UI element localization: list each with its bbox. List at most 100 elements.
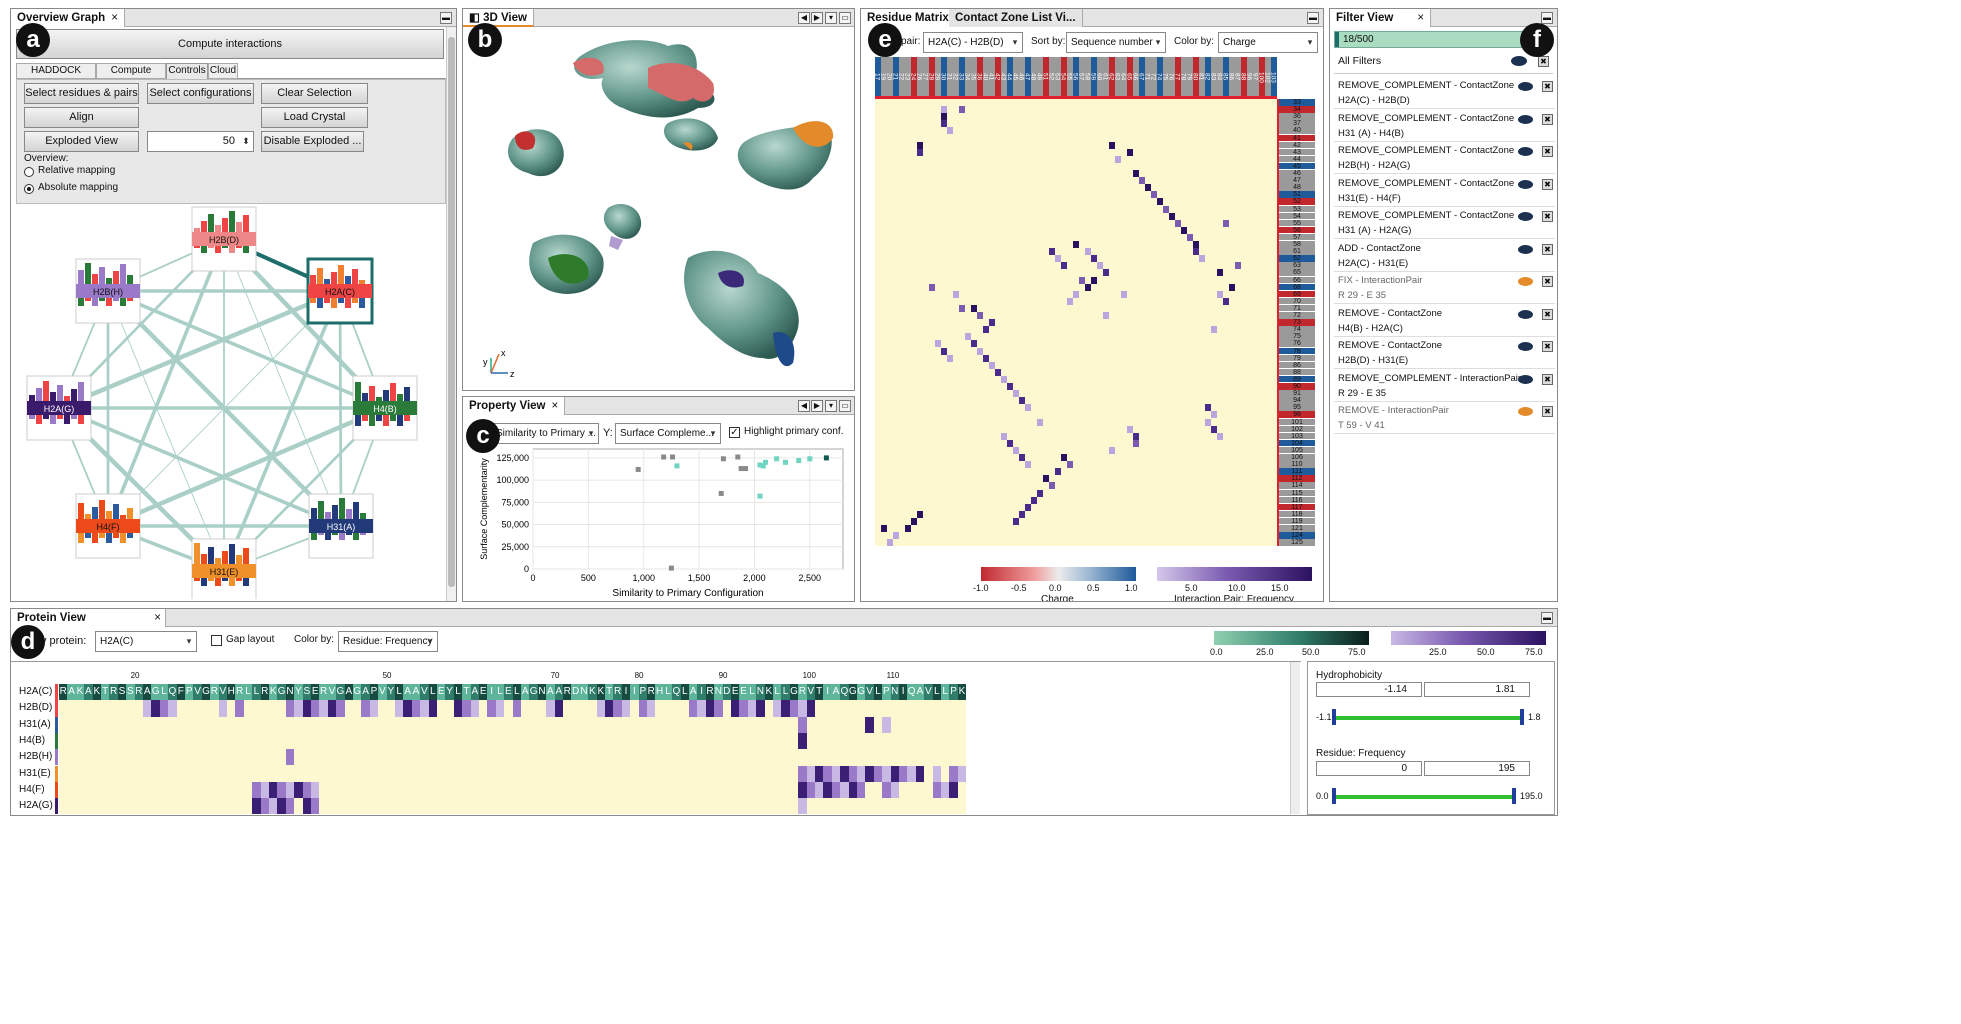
matrix-cell[interactable] (1205, 418, 1211, 426)
residue-interaction-cell[interactable] (857, 765, 866, 782)
matrix-row-header[interactable]: 52 (1279, 198, 1315, 205)
residue-interaction-cell[interactable] (882, 781, 891, 799)
matrix-cell[interactable] (1091, 276, 1097, 284)
residue-cell[interactable]: R (563, 684, 572, 701)
select-residues-button[interactable]: Select residues & pairs (24, 83, 139, 104)
matrix-column-header[interactable]: 86 (1229, 57, 1235, 97)
matrix-column-header[interactable]: 85 (1223, 57, 1229, 97)
scatter-point[interactable] (763, 459, 768, 465)
matrix-cell[interactable] (1061, 454, 1067, 462)
residue-cell[interactable]: R (613, 684, 622, 701)
matrix-column-header[interactable]: 44 (1007, 57, 1013, 97)
protein-structure-h2b[interactable] (573, 40, 715, 118)
residue-interaction-cell[interactable] (882, 716, 891, 733)
matrix-cell[interactable] (965, 333, 971, 341)
matrix-cell[interactable] (1055, 468, 1061, 476)
residue-cell[interactable]: H (227, 684, 236, 701)
residue-cell[interactable]: Q (907, 684, 916, 701)
matrix-row-header[interactable]: 90 (1279, 383, 1315, 390)
residue-interaction-cell[interactable] (613, 700, 622, 717)
overview-scrollbar[interactable] (446, 27, 456, 601)
residue-interaction-cell[interactable] (269, 798, 278, 815)
residue-interaction-cell[interactable] (798, 798, 807, 815)
filter-item[interactable]: ADD - ContactZone H2A(C) - H31(E) ✖ (1334, 240, 1555, 272)
graph-node-h2bh[interactable]: H2B(H) (75, 258, 141, 324)
matrix-cell[interactable] (1187, 233, 1193, 241)
matrix-cell[interactable] (893, 532, 899, 540)
residue-cell[interactable]: P (949, 684, 958, 701)
tab-controls[interactable]: Controls (166, 63, 208, 80)
graph-edge[interactable] (57, 406, 343, 528)
align-button[interactable]: Align (24, 107, 139, 128)
delete-icon[interactable]: ✖ (1542, 178, 1553, 190)
residue-interaction-cell[interactable] (605, 700, 614, 717)
scatter-point[interactable] (670, 454, 675, 460)
spinner-arrows-icon[interactable]: ⬍ (242, 136, 250, 146)
radio-relative[interactable] (24, 167, 34, 177)
residue-interaction-cell[interactable] (789, 700, 799, 717)
residue-cell[interactable]: N (890, 684, 899, 701)
residue-cell[interactable]: L (680, 684, 689, 701)
scatter-point[interactable] (807, 456, 813, 462)
matrix-cell[interactable] (941, 120, 947, 128)
residue-interaction-cell[interactable] (596, 700, 605, 717)
disable-exploded-button[interactable]: Disable Exploded ... (261, 131, 364, 152)
matrix-column-header[interactable]: 66 (1133, 57, 1139, 97)
close-icon[interactable]: × (111, 12, 118, 24)
matrix-cell[interactable] (1145, 184, 1151, 192)
matrix-column-header[interactable]: 96 (1247, 57, 1253, 97)
matrix-cell[interactable] (1133, 439, 1139, 447)
residue-cell[interactable]: Y (294, 684, 303, 701)
matrix-cell[interactable] (989, 319, 995, 327)
matrix-row-header[interactable]: 45 (1279, 162, 1315, 170)
gap-layout-checkbox[interactable] (211, 635, 222, 646)
matrix-column-header[interactable]: 43 (1001, 57, 1007, 97)
matrix-cell[interactable] (1217, 269, 1223, 277)
matrix-cell[interactable] (1067, 297, 1073, 305)
protein-structure-h31[interactable] (737, 121, 834, 190)
matrix-column-header[interactable]: 45 (1013, 57, 1019, 97)
scatter-point[interactable] (668, 565, 674, 571)
matrix-cell[interactable] (1193, 248, 1199, 256)
matrix-cell[interactable] (971, 340, 977, 348)
residue-cell[interactable]: S (126, 684, 135, 701)
residue-cell[interactable]: A (689, 684, 698, 701)
matrix-column-header[interactable]: 19 (881, 57, 887, 97)
matrix-cell[interactable] (1013, 517, 1019, 525)
matrix-cell[interactable] (1163, 205, 1169, 213)
tab-filter-view[interactable]: Filter View × (1330, 9, 1432, 27)
matrix-row-header[interactable]: 56 (1279, 226, 1315, 234)
residue-cell[interactable]: G (201, 684, 211, 701)
molecule-3d-canvas[interactable]: y x z (463, 28, 854, 390)
dropdown-icon[interactable]: ▾ (825, 12, 837, 24)
matrix-cell[interactable] (1097, 262, 1103, 270)
residue-interaction-cell[interactable] (311, 700, 320, 717)
scatter-point[interactable] (720, 456, 726, 462)
matrix-cell[interactable] (1007, 439, 1013, 447)
residue-interaction-cell[interactable] (932, 765, 941, 782)
matrix-cell[interactable] (953, 290, 959, 298)
residue-interaction-cell[interactable] (932, 781, 941, 799)
tab-cloud[interactable]: Cloud (208, 63, 238, 79)
matrix-row-header[interactable]: 69 (1279, 290, 1315, 298)
pair-select[interactable]: H2A(C) - H2B(D) ▾ (923, 32, 1023, 53)
eye-off-icon[interactable] (1518, 407, 1533, 416)
residue-interaction-cell[interactable] (957, 765, 967, 782)
residue-interaction-cell[interactable] (302, 700, 311, 717)
matrix-row-header[interactable]: 71 (1279, 304, 1315, 312)
residue-cell[interactable]: L (747, 684, 757, 701)
residue-cell[interactable]: L (495, 684, 505, 701)
matrix-row-header[interactable]: 76 (1279, 340, 1315, 347)
residue-interaction-cell[interactable] (815, 781, 824, 799)
delete-icon[interactable]: ✖ (1542, 243, 1553, 255)
matrix-cell[interactable] (1061, 262, 1067, 270)
matrix-row-header[interactable]: 95 (1279, 404, 1315, 411)
residue-interaction-cell[interactable] (495, 700, 505, 717)
residue-interaction-cell[interactable] (773, 700, 782, 717)
matrix-row-header[interactable]: 117 (1279, 503, 1315, 511)
residue-cell[interactable]: R (319, 684, 328, 701)
matrix-row-header[interactable]: 34 (1279, 106, 1315, 113)
residue-interaction-cell[interactable] (462, 700, 471, 717)
delete-icon[interactable]: ✖ (1542, 406, 1553, 417)
maximize-icon[interactable]: ▭ (839, 12, 851, 24)
